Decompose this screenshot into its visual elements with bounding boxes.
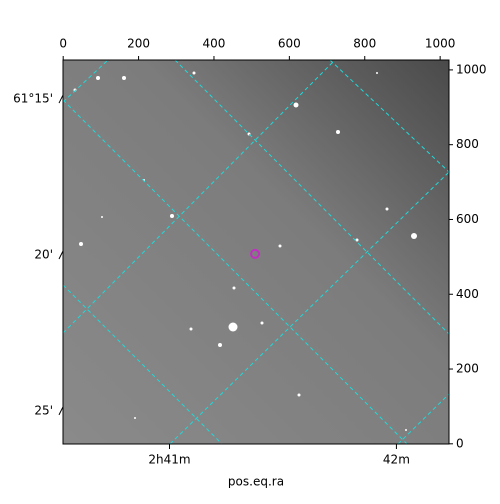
top-tick-label: 400: [203, 37, 226, 51]
marker: [250, 248, 261, 259]
right-tick-label: 800: [456, 137, 479, 151]
right-tick-label: 0: [456, 436, 464, 450]
left-tick-label: 61°15': [13, 92, 53, 106]
left-tick: [58, 94, 64, 104]
bottom-tick-label: 42m: [383, 453, 410, 467]
right-tick-label: 400: [456, 287, 479, 301]
right-tick-label: 600: [456, 212, 479, 226]
stars: [73, 71, 417, 431]
right-tick-label: 200: [456, 362, 479, 376]
left-tick-label: 20': [34, 247, 53, 261]
left-tick: [58, 250, 64, 260]
coordinate-grid: [63, 60, 449, 444]
x-axis-label: pos.eq.ra: [228, 475, 284, 489]
top-tick-label: 800: [353, 37, 376, 51]
top-tick-label: 600: [278, 37, 301, 51]
top-tick-label: 0: [59, 37, 67, 51]
left-tick-label: 25': [34, 403, 53, 417]
right-tick-label: 1000: [456, 62, 487, 76]
top-tick-label: 1000: [425, 37, 456, 51]
bottom-tick-label: 2h41m: [148, 453, 190, 467]
sky-image: [63, 60, 449, 444]
top-tick-label: 200: [127, 37, 150, 51]
left-tick: [58, 406, 64, 416]
